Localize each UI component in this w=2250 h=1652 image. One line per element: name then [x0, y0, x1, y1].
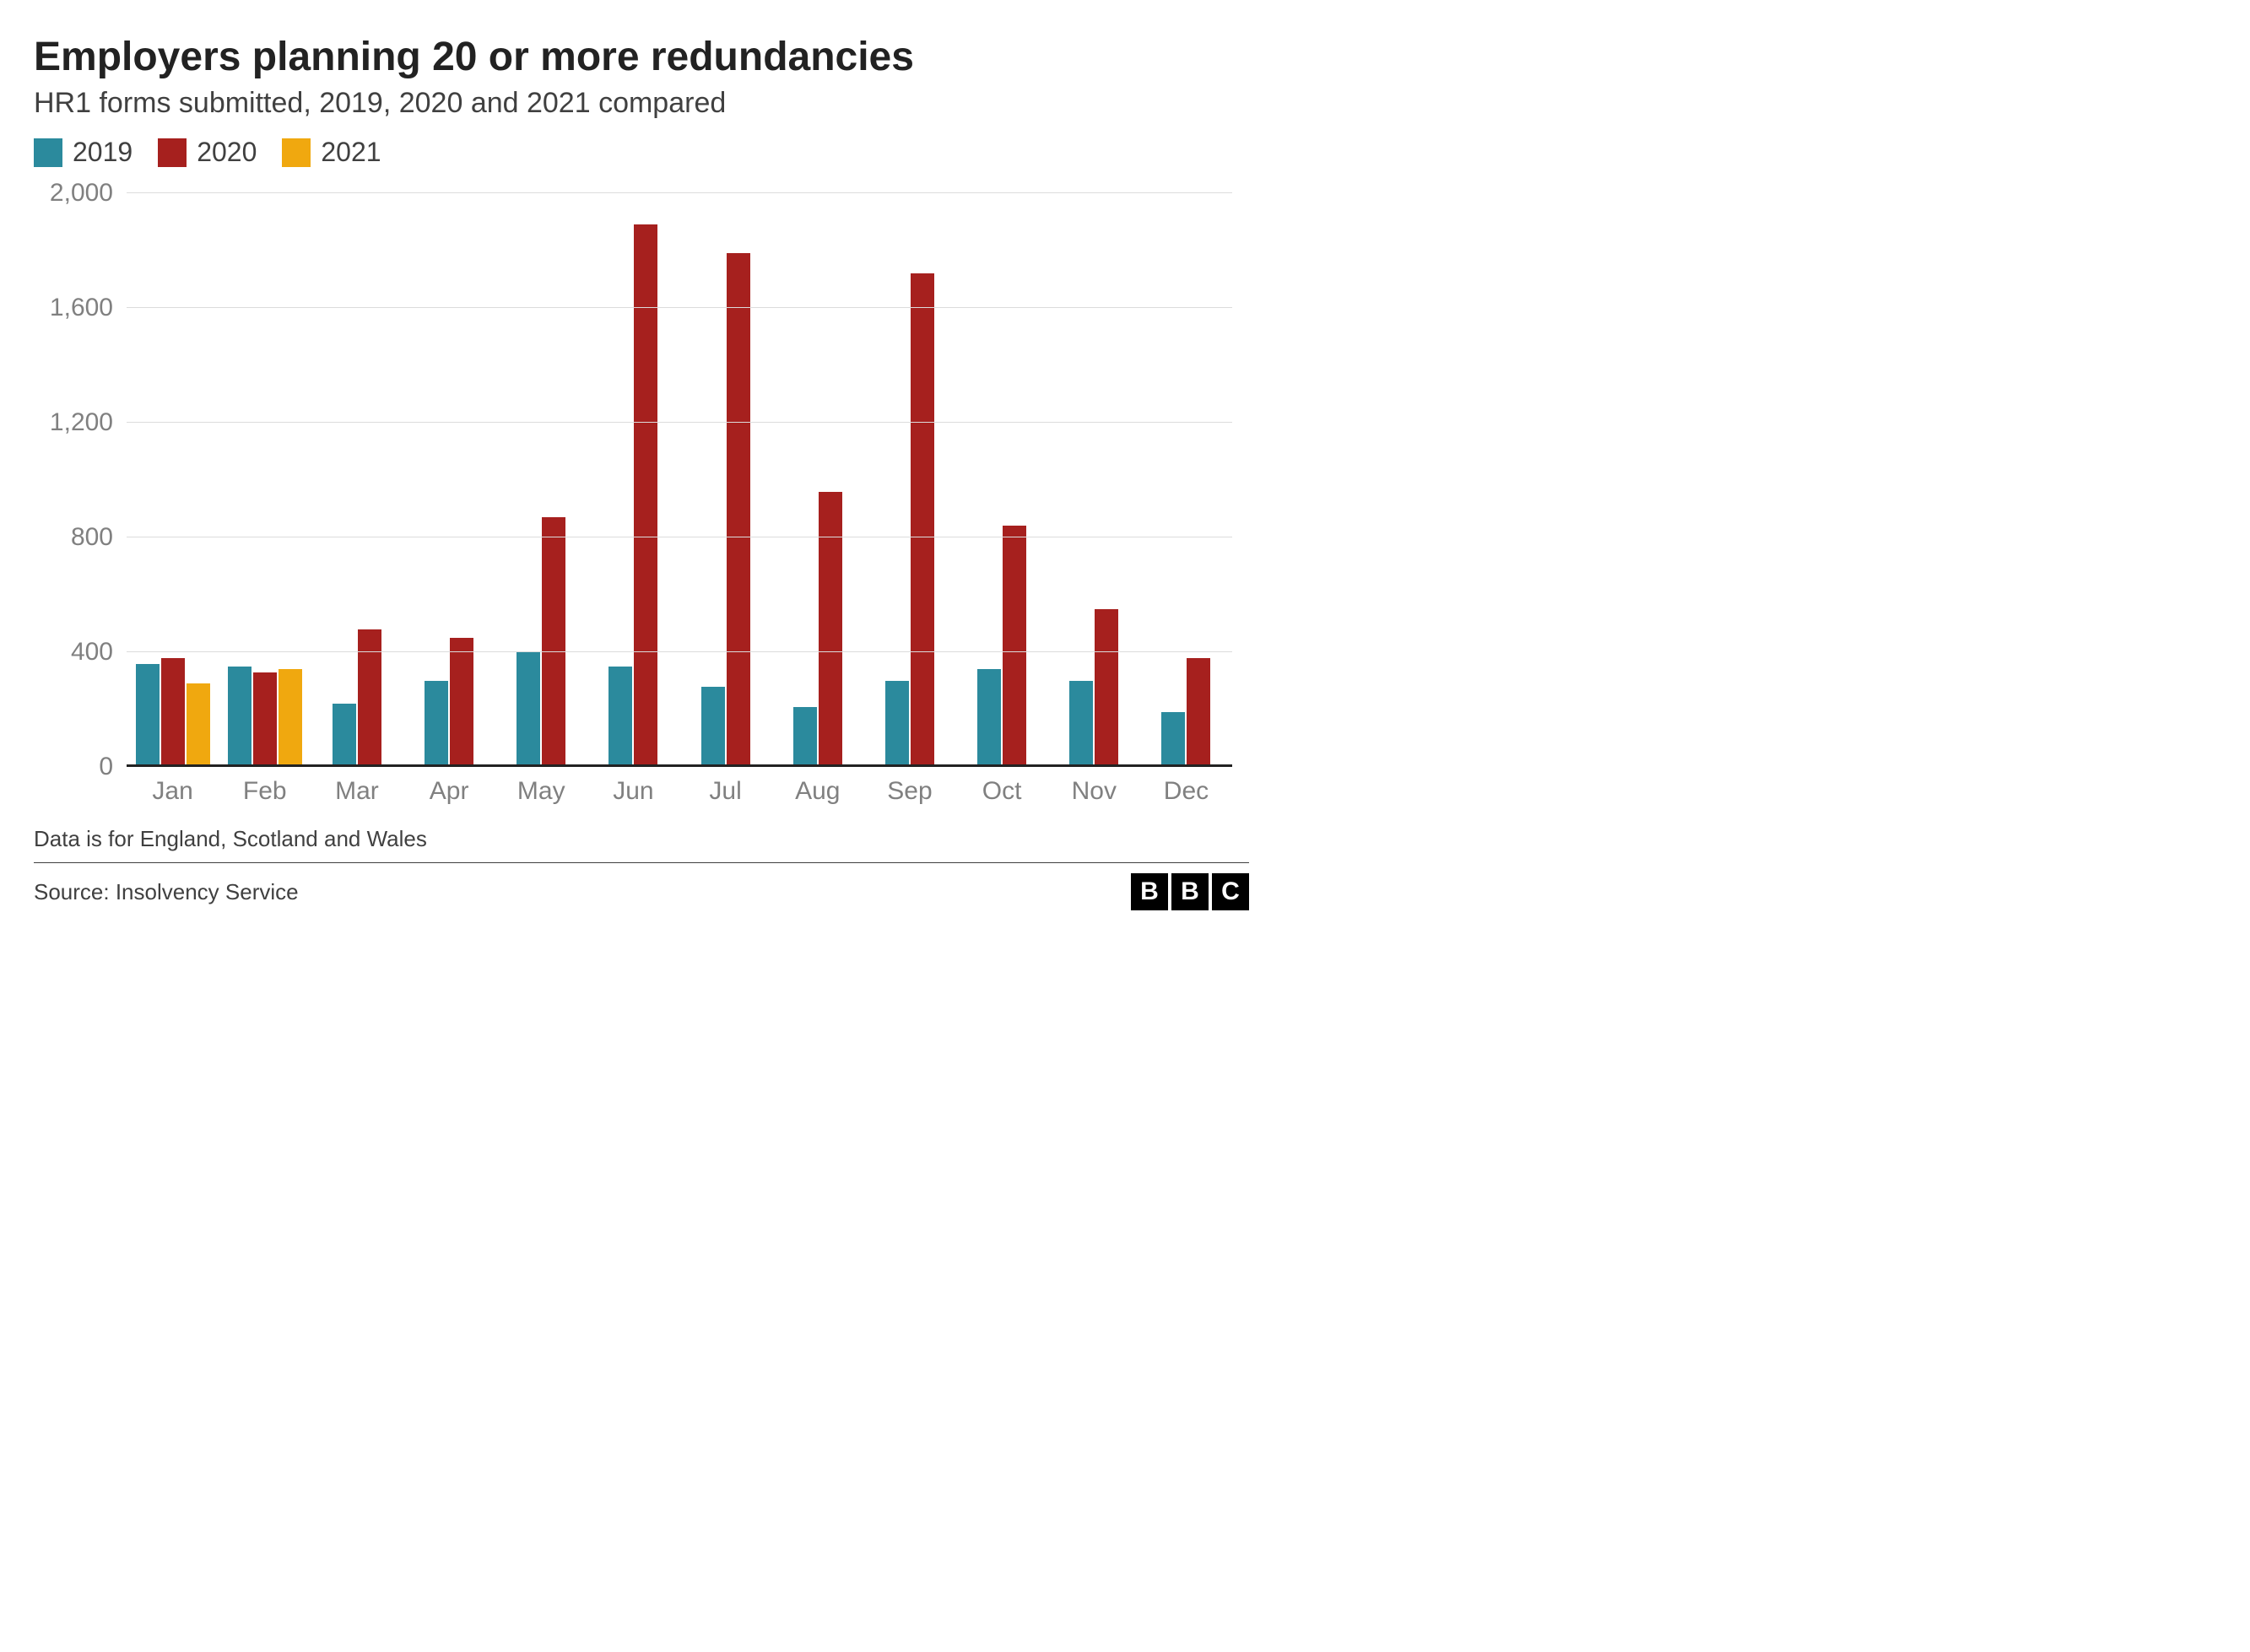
y-tick-label: 1,200 [50, 408, 113, 437]
bar [1161, 712, 1185, 767]
x-tick-label: Apr [430, 777, 469, 806]
chart-subtitle: HR1 forms submitted, 2019, 2020 and 2021… [34, 87, 1249, 120]
grid-line [127, 651, 1232, 652]
month-group: Nov [1048, 193, 1140, 767]
legend-item: 2019 [34, 137, 133, 168]
bar [885, 681, 909, 767]
bbc-logo-block: B [1171, 873, 1209, 910]
month-group: Dec [1140, 193, 1232, 767]
bar [701, 687, 725, 767]
bar [977, 669, 1001, 767]
bar [1003, 526, 1026, 767]
y-tick-label: 2,000 [50, 179, 113, 208]
source-text: Source: Insolvency Service [34, 879, 299, 905]
bar [911, 273, 934, 767]
y-tick-label: 800 [71, 523, 113, 552]
grid-line [127, 422, 1232, 423]
bbc-logo-block: C [1212, 873, 1249, 910]
month-group: Oct [956, 193, 1048, 767]
month-group: Apr [403, 193, 495, 767]
x-tick-label: Oct [982, 777, 1022, 806]
month-group: Feb [219, 193, 311, 767]
bar [517, 652, 540, 767]
month-group: Jul [679, 193, 771, 767]
month-group: Jan [127, 193, 219, 767]
footnote: Data is for England, Scotland and Wales [34, 826, 1249, 852]
x-tick-label: Feb [243, 777, 287, 806]
grid-line [127, 307, 1232, 308]
bar [358, 629, 381, 767]
bar [542, 517, 565, 767]
bar [1095, 609, 1118, 767]
legend-item: 2021 [282, 137, 381, 168]
y-tick-label: 400 [71, 638, 113, 667]
bar [1187, 658, 1210, 767]
x-tick-label: Mar [335, 777, 379, 806]
x-tick-label: Jun [613, 777, 653, 806]
month-group: Sep [863, 193, 955, 767]
y-tick-label: 1,600 [50, 294, 113, 322]
legend-label: 2020 [197, 137, 257, 168]
x-tick-label: Jul [709, 777, 741, 806]
legend-swatch [282, 138, 311, 167]
legend-swatch [158, 138, 187, 167]
bar [608, 667, 632, 767]
x-tick-label: Aug [795, 777, 840, 806]
bar [136, 664, 160, 767]
bar [187, 683, 210, 767]
bar [727, 253, 750, 767]
bar [634, 224, 657, 767]
source-row: Source: Insolvency Service BBC [34, 862, 1249, 910]
bar [425, 681, 448, 767]
chart-container: Employers planning 20 or more redundanci… [34, 34, 1249, 910]
bar [819, 492, 842, 767]
legend-label: 2021 [321, 137, 381, 168]
bar [228, 667, 252, 767]
x-axis [127, 764, 1232, 767]
x-tick-label: May [517, 777, 565, 806]
grid-line [127, 192, 1232, 193]
legend-item: 2020 [158, 137, 257, 168]
bar [333, 704, 356, 767]
chart-title: Employers planning 20 or more redundanci… [34, 34, 1249, 80]
bar [279, 669, 302, 767]
legend-swatch [34, 138, 62, 167]
bar [793, 707, 817, 767]
x-tick-label: Jan [152, 777, 192, 806]
legend: 2019 2020 2021 [34, 137, 1249, 168]
x-tick-label: Sep [887, 777, 932, 806]
y-tick-label: 0 [99, 753, 113, 781]
bar [450, 638, 473, 767]
month-group: Jun [587, 193, 679, 767]
month-group: Mar [311, 193, 403, 767]
bar [161, 658, 185, 767]
month-group: May [495, 193, 587, 767]
x-tick-label: Dec [1164, 777, 1209, 806]
bbc-logo: BBC [1131, 873, 1249, 910]
bar [1069, 681, 1093, 767]
plot-area: JanFebMarAprMayJunJulAugSepOctNovDec 040… [127, 193, 1232, 767]
bbc-logo-block: B [1131, 873, 1168, 910]
month-group: Aug [771, 193, 863, 767]
legend-label: 2019 [73, 137, 133, 168]
bar [253, 672, 277, 767]
bars-layer: JanFebMarAprMayJunJulAugSepOctNovDec [127, 193, 1232, 767]
x-tick-label: Nov [1072, 777, 1117, 806]
